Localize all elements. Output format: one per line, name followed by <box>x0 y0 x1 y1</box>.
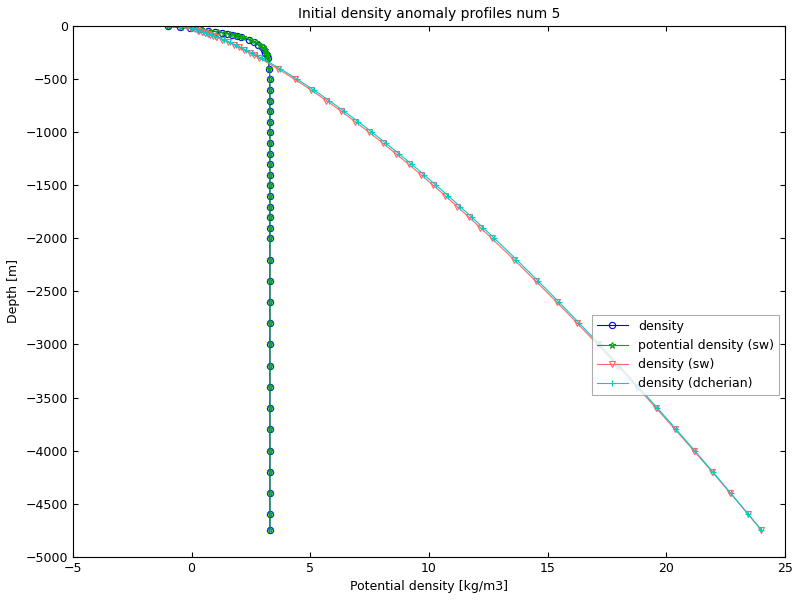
density <box>265 309 274 316</box>
Y-axis label: Depth [m]: Depth [m] <box>7 259 20 323</box>
potential density (sw) <box>265 527 274 534</box>
potential density (sw) <box>265 415 274 422</box>
density (dcherian) <box>478 224 488 232</box>
potential density (sw) <box>265 373 274 380</box>
density (dcherian) <box>624 373 634 380</box>
density (dcherian) <box>690 447 699 454</box>
potential density (sw) <box>265 193 274 200</box>
X-axis label: Potential density [kg/m3]: Potential density [kg/m3] <box>350 580 508 593</box>
Legend: density, potential density (sw), density (sw), density (dcherian): density, potential density (sw), density… <box>592 315 779 395</box>
density <box>163 23 173 30</box>
density (sw) <box>476 224 486 232</box>
potential density (sw) <box>163 23 173 30</box>
Title: Initial density anomaly profiles num 5: Initial density anomaly profiles num 5 <box>298 7 560 21</box>
Line: density (sw): density (sw) <box>176 23 765 533</box>
density <box>265 193 274 200</box>
density <box>265 415 274 422</box>
density (dcherian) <box>443 193 453 200</box>
potential density (sw) <box>265 309 274 316</box>
density <box>265 447 274 454</box>
density (dcherian) <box>175 23 185 30</box>
density (sw) <box>757 527 766 534</box>
potential density (sw) <box>265 447 274 454</box>
density <box>265 527 274 534</box>
density (dcherian) <box>662 415 672 422</box>
Line: potential density (sw): potential density (sw) <box>164 23 274 533</box>
density (sw) <box>622 373 632 380</box>
density (sw) <box>689 447 698 454</box>
density <box>265 224 274 232</box>
density (sw) <box>661 415 670 422</box>
Line: density: density <box>165 23 273 533</box>
density (sw) <box>562 309 572 316</box>
density <box>265 373 274 380</box>
density (sw) <box>441 193 450 200</box>
density (dcherian) <box>564 309 574 316</box>
density (sw) <box>175 23 185 30</box>
density (dcherian) <box>757 527 766 534</box>
Line: density (dcherian): density (dcherian) <box>176 23 765 533</box>
potential density (sw) <box>265 224 274 232</box>
